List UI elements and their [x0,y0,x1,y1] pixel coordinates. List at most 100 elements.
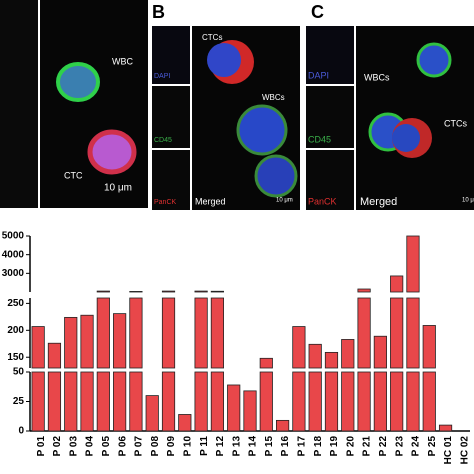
y-tick-label: 150 [7,352,24,363]
strip [306,26,354,84]
x-tick-label: P 03 [68,436,79,457]
x-tick-label: P 16 [280,436,291,457]
cell [416,42,452,78]
image-label: 10 μm [462,198,474,204]
bar [129,371,143,432]
y-tick-label: 3000 [2,268,25,279]
y-tick-label: 50 [13,367,25,378]
bar [210,290,224,293]
bar [96,371,110,432]
bar [31,326,45,369]
panel-label: B [152,2,165,22]
image-label: DAPI [308,70,329,80]
bar [357,297,371,369]
bar [161,371,176,432]
cell [392,124,420,152]
x-tick-label: P 01 [36,436,47,457]
x-tick-label: P 22 [378,436,389,457]
bar [422,325,436,369]
cell [87,129,137,175]
bar [80,314,94,369]
bar [210,371,224,432]
x-tick-label: P 19 [329,436,340,457]
cell [207,43,241,77]
x-tick-label: P 21 [362,436,373,457]
panel-label: C [311,2,324,22]
image-label: CTC [64,170,83,180]
bar [438,424,453,432]
x-tick-label: P 24 [411,436,422,457]
cell [56,62,100,102]
y-tick-label: 25 [13,396,25,407]
bar [31,371,45,432]
x-tick-label: P 25 [427,436,438,457]
bar [259,371,273,432]
image-label: CD45 [308,134,331,144]
y-tick-label: 4000 [2,249,25,260]
image-label: Merged [360,196,397,208]
x-tick-label: P 20 [345,436,356,457]
image-label: WBC [112,56,133,66]
bar [308,371,322,432]
bar [145,395,159,432]
bar [47,371,62,432]
bar [390,297,404,369]
bar [357,288,371,293]
bar [47,342,62,369]
bar [390,371,404,432]
x-tick-label: P 14 [248,436,259,457]
x-tick-label: P 05 [101,436,112,457]
image-label: 10 μm [276,198,293,204]
cell [236,104,288,156]
bar [178,414,192,432]
bar [243,390,257,432]
x-tick-label: P 09 [166,436,177,457]
bar [390,275,404,293]
y-tick-label: 0 [18,426,24,437]
bar [373,335,387,369]
image-label: CD45 [154,137,172,144]
bar [357,371,371,432]
strip [152,86,190,148]
x-tick-label: P 15 [264,436,275,457]
bar [210,297,224,369]
image-label: Merged [195,196,226,206]
micrographs [0,0,474,210]
bar [161,297,176,369]
bar [406,371,420,432]
bar [64,371,78,432]
x-tick-label: P 23 [394,436,405,457]
strip [152,150,190,210]
bar [129,291,143,293]
bar [373,371,387,432]
y-tick-label: 200 [7,325,24,336]
x-tick-label: P 04 [85,436,96,457]
image-label: DAPI [154,73,170,80]
bar [80,371,94,432]
x-tick-label: P 10 [182,436,193,457]
x-tick-label: P 12 [215,436,226,457]
bar [113,371,127,432]
bar [96,290,110,293]
x-tick-label: HC 01 [443,436,454,465]
strip [152,26,190,84]
bar [64,316,78,369]
bar [341,371,355,432]
panel-a-strip [0,0,38,208]
bar [227,384,241,432]
image-label: PanCK [308,196,337,206]
image-label: CTCs [444,118,467,128]
x-tick-label: P 07 [134,436,145,457]
x-tick-label: P 18 [313,436,324,457]
cell [254,154,298,198]
panel-a-main [40,0,148,208]
bar [161,290,176,293]
bar [292,326,306,369]
bar [324,371,339,432]
bar [194,290,208,293]
y-tick-label: 250 [7,298,24,309]
x-tick-label: HC 02 [459,436,470,465]
image-label: CTCs [202,33,222,42]
strip [306,150,354,210]
